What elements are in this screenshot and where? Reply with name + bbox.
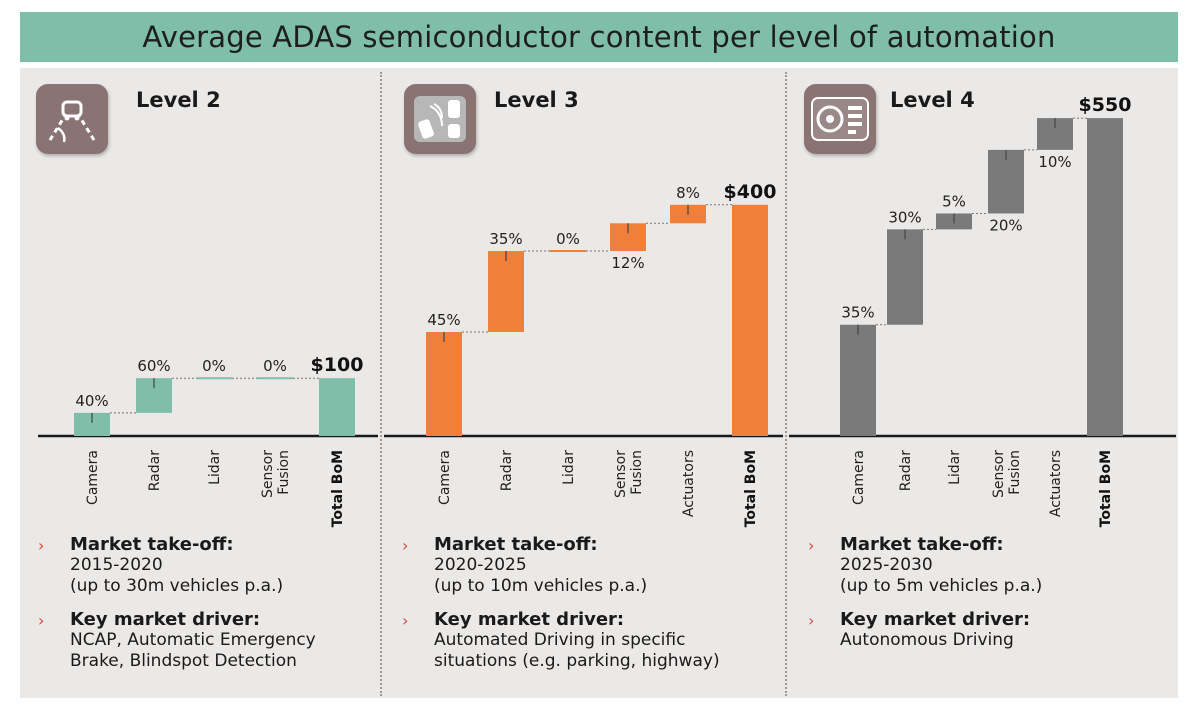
takeoff-label: Market take-off: [434, 534, 598, 555]
waterfall-bar [319, 378, 355, 436]
category-label: Radar [499, 450, 515, 491]
chart-title: Average ADAS semiconductor content per l… [142, 20, 1056, 54]
data-label: 35% [841, 304, 874, 322]
chevron-right-icon: › [38, 536, 45, 555]
data-label: 5% [942, 192, 966, 210]
category-label: Camera [85, 450, 101, 505]
level-4-title: Level 4 [890, 88, 975, 112]
data-label: 40% [75, 392, 108, 410]
driver-line-1: Automated Driving in specific [434, 630, 686, 650]
driver-label: Key market driver: [434, 609, 625, 630]
takeoff-volume: (up to 5m vehicles p.a.) [840, 576, 1043, 596]
data-label: 35% [489, 230, 522, 248]
waterfall-bar [840, 324, 876, 436]
category-label: Camera [851, 450, 867, 505]
level-3-info: › Market take-off: 2020-2025 (up to 10m … [402, 534, 772, 672]
category-label: Fusion [276, 450, 292, 495]
takeoff-volume: (up to 10m vehicles p.a.) [434, 576, 648, 596]
category-label: Total BoM [743, 450, 759, 527]
waterfall-bar [887, 229, 923, 325]
driver-line-2: Brake, Blindspot Detection [70, 651, 297, 671]
category-label: Lidar [561, 450, 577, 485]
category-label: Camera [437, 450, 453, 505]
category-label: Lidar [207, 450, 223, 485]
data-label: 20% [989, 216, 1022, 234]
driver-label: Key market driver: [70, 609, 261, 630]
chevron-right-icon: › [808, 536, 815, 555]
waterfall-bar [988, 149, 1024, 214]
category-label: Actuators [1048, 450, 1064, 517]
total-value-label: $100 [311, 354, 364, 376]
category-label: Total BoM [330, 450, 346, 527]
takeoff-years: 2020-2025 [434, 555, 527, 575]
total-value-label: $400 [724, 181, 777, 203]
takeoff-years: 2015-2020 [70, 555, 163, 575]
dashboard-steering-icon [804, 84, 876, 154]
chevron-right-icon: › [808, 611, 815, 630]
total-value-label: $550 [1079, 94, 1132, 116]
data-label: 0% [556, 230, 580, 248]
data-label: 8% [676, 184, 700, 202]
data-label: 30% [888, 208, 921, 226]
level-4-info: › Market take-off: 2025-2030 (up to 5m v… [808, 534, 1178, 651]
category-label: Radar [147, 450, 163, 491]
level-2-title: Level 2 [136, 88, 221, 112]
data-label: 45% [427, 311, 460, 329]
chevron-right-icon: › [38, 611, 45, 630]
data-label: 12% [611, 254, 644, 272]
category-label: Sensor [260, 450, 276, 498]
chevron-right-icon: › [402, 536, 409, 555]
takeoff-years: 2025-2030 [840, 555, 933, 575]
category-label: Radar [898, 450, 914, 491]
category-label: Sensor [613, 450, 629, 498]
chevron-right-icon: › [402, 611, 409, 630]
waterfall-bar [74, 412, 110, 436]
waterfall-bar [426, 331, 462, 436]
category-label: Total BoM [1098, 450, 1114, 527]
chart-title-banner: Average ADAS semiconductor content per l… [20, 12, 1178, 62]
panels-frame [20, 68, 1178, 698]
data-label: 0% [202, 357, 226, 375]
waterfall-bar [732, 204, 768, 436]
category-label: Actuators [681, 450, 697, 517]
category-label: Fusion [1007, 450, 1023, 495]
takeoff-volume: (up to 30m vehicles p.a.) [70, 576, 284, 596]
panel-divider-1 [380, 72, 382, 696]
category-label: Fusion [629, 450, 645, 495]
driver-line-2: situations (e.g. parking, highway) [434, 651, 720, 671]
data-label: 10% [1038, 153, 1071, 171]
parking-sensors-icon [404, 84, 476, 154]
takeoff-label: Market take-off: [70, 534, 234, 555]
category-label: Sensor [991, 450, 1007, 498]
data-label: 0% [263, 357, 287, 375]
driver-label: Key market driver: [840, 609, 1031, 630]
waterfall-bar [1087, 118, 1123, 436]
level-3-title: Level 3 [494, 88, 579, 112]
takeoff-label: Market take-off: [840, 534, 1004, 555]
category-label: Lidar [947, 450, 963, 485]
panel-divider-2 [785, 72, 787, 696]
data-label: 60% [137, 357, 170, 375]
driver-line-1: NCAP, Automatic Emergency [70, 630, 316, 650]
waterfall-bar [488, 251, 524, 332]
car-lane-icon [36, 84, 108, 154]
driver-line-1: Autonomous Driving [840, 630, 1014, 650]
level-2-info: › Market take-off: 2015-2020 (up to 30m … [38, 534, 408, 672]
